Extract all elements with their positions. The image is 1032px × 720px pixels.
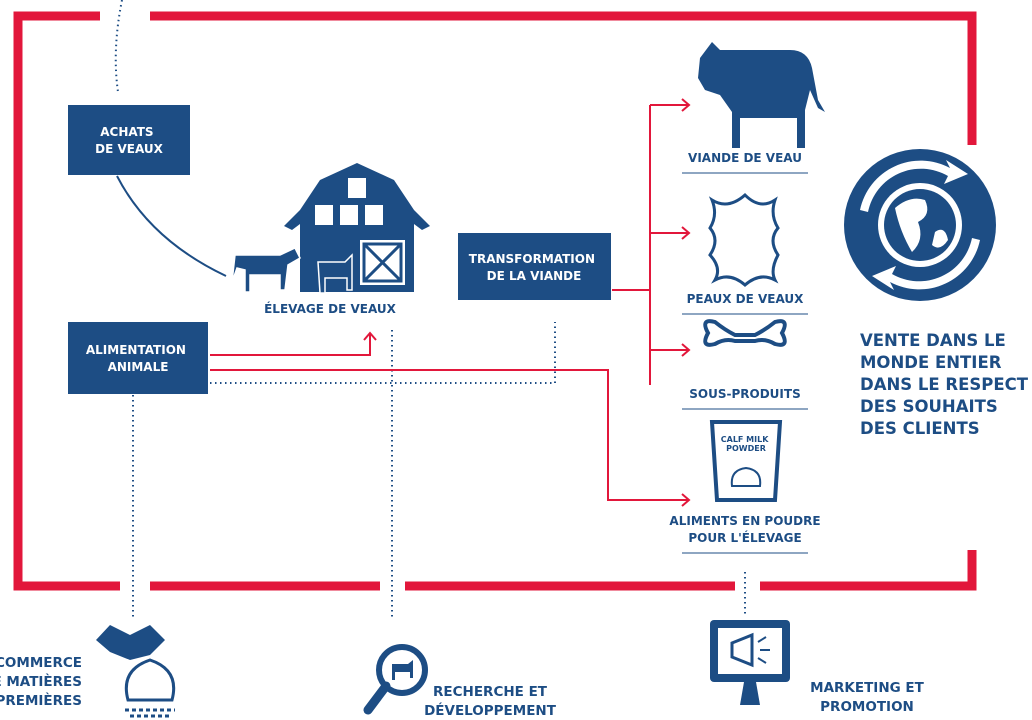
sales-line: VENTE DANS LE: [860, 331, 1006, 350]
bag-icon: CALF MILK POWDER: [709, 420, 783, 502]
frame: [13, 11, 977, 591]
bag-label: CALF MILK POWDER: [721, 435, 771, 453]
monitor-icon: [710, 620, 790, 705]
bag-line: POWDER: [726, 444, 766, 453]
label-line: DE LA VIANDE: [487, 269, 582, 283]
products: VIANDE DE VEAU PEAUX DE VEAUX SOUS-PRODUIT…: [669, 151, 821, 554]
sales-line: DES CLIENTS: [860, 419, 980, 438]
label: RECHERCHE ET DÉVELOPPEMENT: [424, 684, 557, 719]
label: PEAUX DE VEAUX: [687, 292, 805, 306]
label-line: ALIMENTATION: [86, 343, 186, 357]
label-line: PEAUX DE VEAUX: [687, 292, 805, 306]
bag-line: CALF MILK: [721, 435, 769, 444]
box-achats: [68, 105, 190, 175]
label-line: ALIMENTS EN POUDRE: [669, 514, 820, 528]
hide-icon: [708, 192, 780, 287]
connector: [116, 175, 227, 277]
barn-icon: [231, 163, 430, 294]
globe-icon: [844, 149, 996, 301]
box-label: ALIMENTATION ANIMALE: [86, 343, 190, 374]
box-alimentation: [68, 322, 208, 394]
label: MARKETING ET PROMOTION: [810, 680, 924, 715]
label-line: DE VEAUX: [95, 142, 163, 156]
label-line: TRANSFORMATION: [469, 252, 595, 266]
label-line: ANIMALE: [108, 360, 169, 374]
label-line: DE MATIÈRES: [0, 673, 82, 690]
label-line: DÉVELOPPEMENT: [424, 702, 557, 719]
bone-icon: [703, 319, 787, 347]
label: COMMERCE DE MATIÈRES PREMIÈRES: [0, 655, 82, 709]
box-label: TRANSFORMATION DE LA VIANDE: [469, 252, 599, 283]
box-label: ACHATS DE VEAUX: [95, 125, 163, 156]
dotted-links: [114, 0, 746, 620]
red-links: [210, 98, 691, 507]
search-icon: [363, 644, 428, 715]
box-transformation: [458, 233, 611, 300]
label-line: MARKETING ET: [810, 680, 924, 696]
elevage-label: ÉLEVAGE DE VEAUX: [264, 301, 397, 316]
label-line: PROMOTION: [820, 699, 914, 715]
label-line: SOUS-PRODUITS: [689, 387, 800, 401]
sales-line: DANS LE RESPECT: [860, 375, 1029, 394]
label-line: COMMERCE: [0, 655, 82, 671]
label-line: RECHERCHE ET: [433, 684, 548, 700]
label: VIANDE DE VEAU: [688, 151, 802, 165]
label-line: ACHATS: [100, 125, 153, 139]
sales-line: MONDE ENTIER: [860, 353, 1002, 372]
label-line: POUR L'ÉLEVAGE: [688, 530, 801, 545]
label: SOUS-PRODUITS: [689, 387, 800, 401]
label-line: VIANDE DE VEAU: [688, 151, 802, 165]
handshake-icon: [96, 625, 176, 718]
cow-icon: [698, 42, 825, 148]
label: ALIMENTS EN POUDRE POUR L'ÉLEVAGE: [669, 514, 820, 545]
services: COMMERCE DE MATIÈRES PREMIÈRES RECHERCHE ET…: [0, 655, 925, 719]
label-line: PREMIÈRES: [0, 692, 82, 709]
sales-text: VENTE DANS LE MONDE ENTIER DANS LE RESPECT…: [860, 331, 1029, 438]
sales-line: DES SOUHAITS: [860, 397, 998, 416]
